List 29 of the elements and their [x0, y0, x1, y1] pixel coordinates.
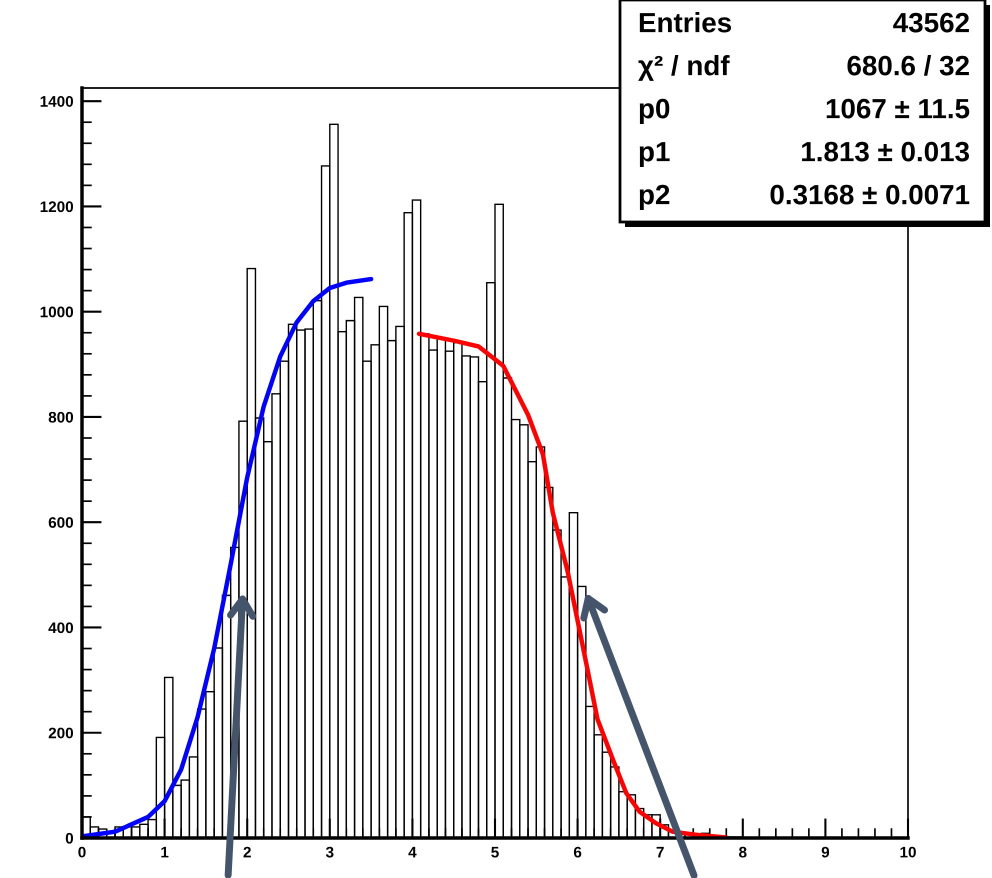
- annotation: 1.813 ± 0.013: [802, 142, 970, 162]
- y-tick-label: 400: [48, 622, 74, 634]
- x-tick-label: 5: [491, 846, 499, 858]
- y-tick-label: 1400: [40, 96, 74, 107]
- x-tick-label: 3: [326, 846, 334, 858]
- text: χ² / ndf: [638, 55, 730, 81]
- x-tick-label: 2: [243, 846, 251, 858]
- x-tick-label: 7: [656, 846, 664, 858]
- text: 680.6 / 32: [847, 55, 969, 76]
- x-tick-label: 6: [574, 846, 582, 858]
- annotation: p1: [640, 142, 670, 167]
- x-tick-label: 0: [78, 846, 86, 858]
- x-tick-label: 1: [161, 846, 168, 858]
- y-tick-label: 800: [48, 412, 74, 423]
- x-tick-label: 9: [822, 846, 830, 858]
- x-tick-label: 10: [900, 846, 916, 858]
- y-tick-label: 1200: [40, 201, 74, 212]
- text: 43562: [893, 12, 969, 32]
- x-tick-label: 4: [408, 846, 417, 858]
- annotation: 0.3168 ± 0.0071: [770, 184, 970, 204]
- y-tick-label: 600: [48, 517, 74, 528]
- annotation: 1067 ± 11.5: [826, 98, 970, 118]
- annotation: p0: [640, 98, 670, 124]
- x-tick-label: 8: [739, 846, 747, 858]
- y-tick-label: 0: [66, 832, 74, 844]
- text: Entries: [640, 12, 732, 32]
- y-tick-label: 200: [48, 728, 74, 738]
- y-tick-label: 1000: [40, 306, 74, 318]
- annotation: p2: [640, 184, 670, 210]
